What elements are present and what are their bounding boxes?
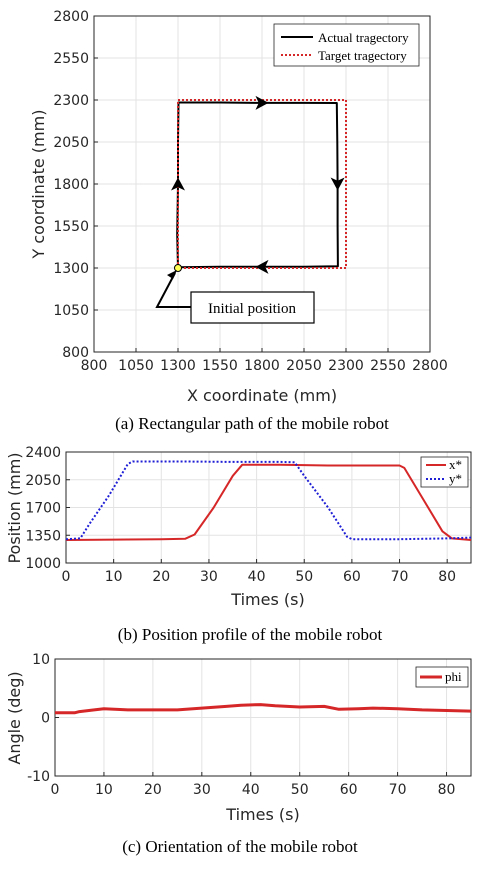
y-tick-label: 800 xyxy=(62,345,89,361)
callout-box xyxy=(190,291,315,324)
plot-frame xyxy=(54,658,472,777)
plot-frame xyxy=(65,451,472,564)
legend-box xyxy=(273,23,420,67)
x-tick-label: 2300 xyxy=(328,358,364,374)
series-line-actual-tragectory xyxy=(176,101,339,269)
direction-arrow-up xyxy=(171,177,185,191)
x-tick-label: 10 xyxy=(95,782,113,798)
x-tick-label: 50 xyxy=(291,782,309,798)
legend-label-target: Target tragectory xyxy=(318,48,407,63)
y-tick-label: 10 xyxy=(32,652,50,668)
y-axis-label: Position (mm) xyxy=(5,452,24,563)
series-line-phi xyxy=(55,703,472,715)
x-tick-label: 1300 xyxy=(160,358,196,374)
legend: Actual tragectory Target tragectory xyxy=(273,23,420,67)
direction-arrow-down xyxy=(330,177,345,191)
callout-arrowhead xyxy=(167,270,177,279)
panel-position-profile: 0 10 20 30 40 50 60 70 80 1000 1350 1700 2050 2400 x*… xyxy=(5,445,472,644)
legend-box xyxy=(420,456,469,488)
x-tick-label: 2800 xyxy=(412,358,448,374)
legend-label-x: x* xyxy=(449,457,462,472)
x-tick-label: 800 xyxy=(81,358,108,374)
x-tick-label: 2550 xyxy=(370,358,406,374)
series-lines xyxy=(176,99,347,269)
caption: (c) Orientation of the mobile robot xyxy=(122,837,358,856)
panel-rectangular-path: 800 1050 1300 1550 1800 2050 2300 2550 2800 800 10… xyxy=(29,9,448,433)
direction-arrow-right xyxy=(255,95,269,110)
y-tick-label: 1000 xyxy=(25,556,61,572)
direction-arrow-left xyxy=(255,259,269,274)
y-tick-label: -10 xyxy=(27,769,50,785)
series-lines xyxy=(55,703,472,715)
y-tick-label: 2550 xyxy=(53,51,89,67)
legend: phi xyxy=(415,666,469,688)
y-axis-label: Angle (deg) xyxy=(5,671,24,764)
legend: x* y* xyxy=(420,456,469,488)
x-tick-label: 80 xyxy=(438,569,456,585)
y-tick-label: 2050 xyxy=(25,473,61,489)
x-tick-label: 40 xyxy=(242,782,260,798)
x-tick-label: 70 xyxy=(391,569,409,585)
grid xyxy=(54,658,471,777)
x-tick-label: 2050 xyxy=(286,358,322,374)
x-axis-label: X coordinate (mm) xyxy=(187,386,337,405)
x-tick-label: 1800 xyxy=(244,358,280,374)
y-axis-label: Y coordinate (mm) xyxy=(29,110,48,260)
y-tick-label: 1050 xyxy=(53,303,89,319)
plot-frame xyxy=(93,15,431,353)
x-tick-label: 0 xyxy=(62,569,71,585)
caption: (b) Position profile of the mobile robot xyxy=(118,625,383,644)
tick-labels: 0 10 20 30 40 50 60 70 80 1000 1350 1700 2050 2400 xyxy=(25,445,456,585)
grid xyxy=(65,451,471,564)
x-tick-label: 20 xyxy=(152,569,170,585)
initial-position-marker xyxy=(174,264,182,272)
x-tick-label: 1050 xyxy=(118,358,154,374)
callout-text: Initial position xyxy=(208,301,296,317)
x-tick-label: 10 xyxy=(105,569,123,585)
x-tick-label: 0 xyxy=(51,782,60,798)
x-tick-label: 50 xyxy=(295,569,313,585)
series-line-x xyxy=(65,463,472,541)
direction-arrows xyxy=(171,95,345,274)
x-tick-label: 70 xyxy=(389,782,407,798)
x-tick-label: 60 xyxy=(343,569,361,585)
legend-label-phi: phi xyxy=(445,669,462,684)
x-axis-label: Times (s) xyxy=(225,805,299,824)
x-tick-label: 40 xyxy=(248,569,266,585)
tick-labels: 800 1050 1300 1550 1800 2050 2300 2550 2800 800 10… xyxy=(53,9,447,374)
y-tick-label: 1800 xyxy=(53,177,89,193)
callout-arrow xyxy=(155,272,191,308)
legend-label-y: y* xyxy=(449,471,462,486)
series-line-y xyxy=(65,460,472,541)
y-tick-label: 1350 xyxy=(25,528,61,544)
y-tick-label: 0 xyxy=(41,711,50,727)
x-tick-label: 30 xyxy=(193,782,211,798)
y-tick-label: 2800 xyxy=(53,9,89,25)
caption: (a) Rectangular path of the mobile robot xyxy=(115,414,389,433)
x-tick-label: 1550 xyxy=(202,358,238,374)
y-tick-label: 1550 xyxy=(53,219,89,235)
x-tick-label: 20 xyxy=(144,782,162,798)
y-tick-label: 2050 xyxy=(53,135,89,151)
y-tick-label: 1700 xyxy=(25,501,61,517)
series-line-target-tragectory xyxy=(177,99,347,269)
y-tick-label: 2300 xyxy=(53,93,89,109)
x-tick-label: 60 xyxy=(340,782,358,798)
initial-position-callout: Initial position xyxy=(155,270,315,324)
x-axis-label: Times (s) xyxy=(230,590,304,609)
legend-label-actual: Actual tragectory xyxy=(318,30,409,45)
series-lines xyxy=(65,460,472,541)
y-tick-label: 1300 xyxy=(53,261,89,277)
x-tick-label: 80 xyxy=(438,782,456,798)
y-tick-label: 2400 xyxy=(25,445,61,461)
x-tick-label: 30 xyxy=(200,569,218,585)
